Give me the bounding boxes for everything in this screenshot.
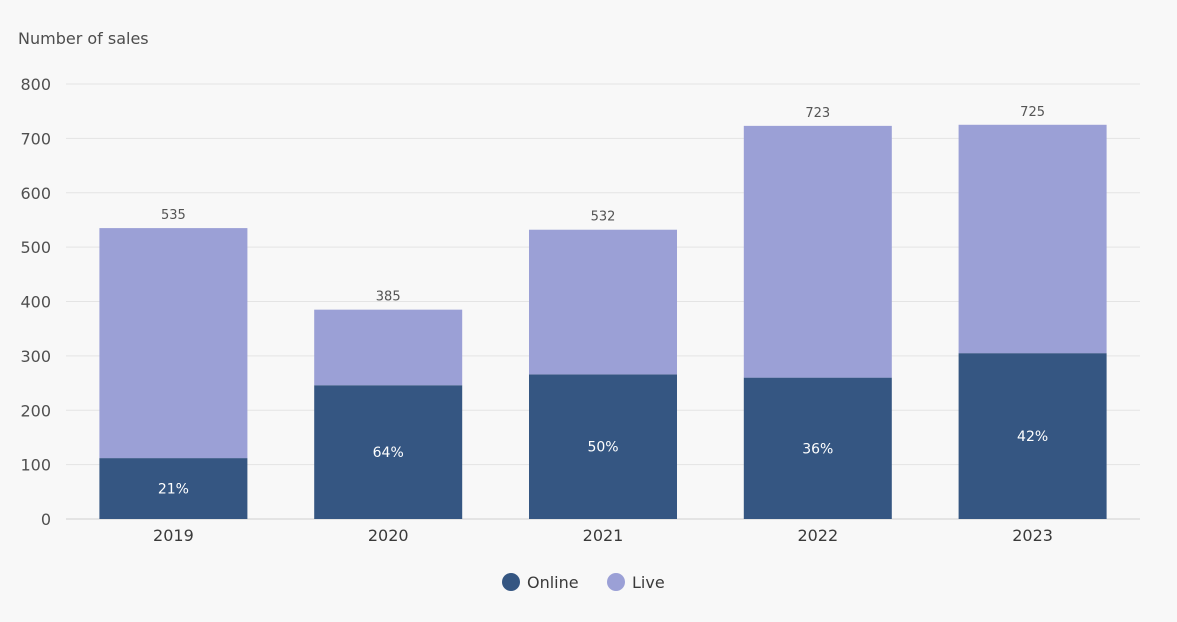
legend-swatch-online (502, 573, 520, 591)
total-label: 532 (591, 210, 616, 225)
bar-live-2023[interactable] (958, 124, 1107, 354)
x-tick-label: 2022 (797, 526, 838, 545)
legend[interactable]: Online Live (502, 573, 665, 592)
x-tick-label: 2023 (1012, 526, 1053, 545)
y-tick-label: 600 (20, 184, 51, 203)
bar-labels: 21% 535 64% 385 50% 532 36% 723 42% 725 (158, 105, 1048, 498)
bar-online-2021[interactable] (529, 374, 677, 519)
bars (99, 124, 1107, 519)
total-label: 385 (376, 290, 401, 305)
bar-online-2019[interactable] (99, 458, 248, 519)
bar-online-2023[interactable] (958, 353, 1107, 519)
y-tick-label: 400 (20, 293, 51, 312)
bar-live-2021[interactable] (529, 229, 677, 375)
bar-live-2019[interactable] (99, 228, 248, 459)
legend-item-live[interactable]: Live (607, 573, 665, 592)
online-share-label: 21% (158, 482, 189, 498)
total-label: 535 (161, 208, 186, 223)
x-tick-label: 2021 (583, 526, 624, 545)
bar-online-2020[interactable] (314, 385, 463, 519)
y-tick-label: 700 (20, 129, 51, 148)
bar-live-2020[interactable] (314, 309, 463, 386)
x-tick-label: 2019 (153, 526, 194, 545)
legend-label: Online (527, 573, 579, 592)
bar-live-2022[interactable] (743, 125, 892, 378)
legend-swatch-live (607, 573, 625, 591)
y-axis-title: Number of sales (18, 29, 149, 48)
online-share-label: 42% (1017, 429, 1048, 445)
y-tick-label: 0 (41, 510, 51, 529)
y-tick-label: 200 (20, 401, 51, 420)
y-tick-label: 800 (20, 75, 51, 94)
legend-item-online[interactable]: Online (502, 573, 579, 592)
total-label: 725 (1020, 105, 1045, 120)
x-tick-label: 2020 (368, 526, 409, 545)
y-tick-label: 500 (20, 238, 51, 257)
total-label: 723 (805, 106, 830, 121)
online-share-label: 36% (802, 441, 833, 457)
online-share-label: 50% (587, 440, 618, 456)
x-axis-ticks: 2019 2020 2021 2022 2023 (153, 526, 1053, 545)
y-tick-label: 300 (20, 347, 51, 366)
y-axis-ticks: 0 100 200 300 400 500 600 700 800 (20, 75, 51, 529)
y-tick-label: 100 (20, 456, 51, 475)
legend-label: Live (632, 573, 665, 592)
online-share-label: 64% (373, 445, 404, 461)
bar-online-2022[interactable] (743, 377, 892, 519)
